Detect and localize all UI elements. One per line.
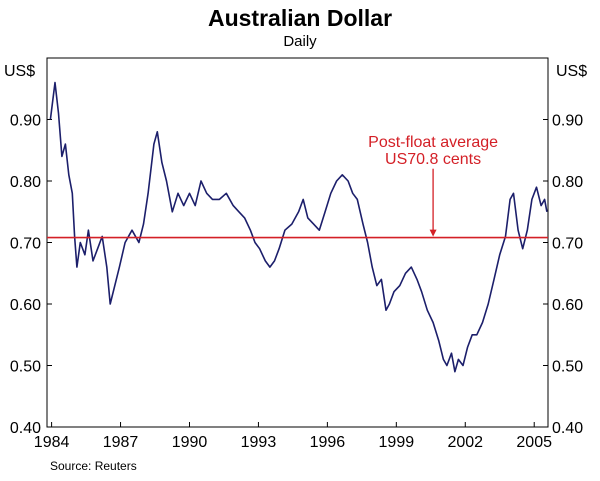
y-tick-label-right: 0.90	[552, 113, 583, 130]
x-tick-label: 2005	[516, 434, 552, 451]
chart-title: Australian Dollar	[208, 5, 392, 31]
average-arrowhead	[429, 229, 437, 237]
y-tick-label-left: 0.90	[10, 113, 41, 130]
x-tick-label: 1987	[103, 434, 139, 451]
plot-frame	[46, 57, 549, 428]
y-tick-label-right: 0.70	[552, 236, 583, 253]
y-unit-left: US$	[4, 63, 35, 80]
x-tick-label: 1984	[34, 434, 70, 451]
x-axis: 1984 1987 1990 1993 1996 1999 2002 2005	[34, 422, 552, 451]
y-tick-label-left: 0.40	[10, 420, 41, 437]
chart-subtitle: Daily	[283, 33, 317, 50]
source-note: Source: Reuters	[50, 459, 137, 473]
y-axis-right: 0.40 0.50 0.60 0.70 0.80 0.90	[543, 113, 583, 437]
y-tick-label-left: 0.60	[10, 297, 41, 314]
average-label-line1: Post-float average	[368, 134, 498, 151]
y-tick-label-right: 0.60	[552, 297, 583, 314]
y-tick-label-left: 0.70	[10, 236, 41, 253]
y-tick-label-left: 0.50	[10, 359, 41, 376]
series-line	[49, 81, 548, 373]
y-tick-label-right: 0.80	[552, 174, 583, 191]
average-label-line2: US70.8 cents	[385, 151, 481, 168]
x-tick-label: 1999	[379, 434, 415, 451]
x-tick-label: 1996	[310, 434, 346, 451]
y-tick-label-right: 0.40	[552, 420, 583, 437]
x-tick-label: 1990	[172, 434, 208, 451]
x-tick-label: 2002	[447, 434, 483, 451]
y-unit-right: US$	[556, 63, 587, 80]
y-axis-left: 0.40 0.50 0.60 0.70 0.80 0.90	[10, 113, 52, 437]
x-tick-label: 1993	[241, 434, 277, 451]
series-layer	[49, 81, 548, 373]
y-tick-label-left: 0.80	[10, 174, 41, 191]
y-tick-label-right: 0.50	[552, 359, 583, 376]
